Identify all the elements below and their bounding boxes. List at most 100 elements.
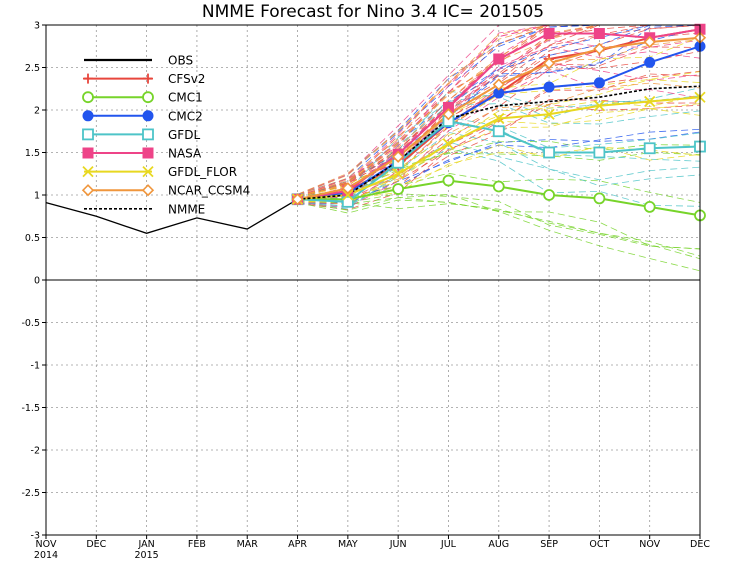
data-point-gfdl-flor xyxy=(442,138,455,150)
legend-marker-gfdl-flor xyxy=(142,165,154,178)
x-axis-ticks: NOV DEC JAN FEB MAR APR MAY JUN JUL AUG SEP OCT NOV D… xyxy=(34,535,710,561)
data-point-nasa xyxy=(593,28,605,39)
data-point-ncar-ccsm4 xyxy=(291,193,304,206)
legend-label-gfdl: GFDL xyxy=(168,128,200,142)
data-point-cmc1 xyxy=(392,183,405,195)
ensemble-line-gfdl_flor xyxy=(297,94,701,203)
legend-label-obs: OBS xyxy=(168,54,193,68)
x-year-label: 2014 xyxy=(34,550,58,561)
legend-marker-nasa xyxy=(82,147,94,159)
y-tick-label: -0.5 xyxy=(21,318,40,329)
x-tick-label: SEP xyxy=(540,539,558,550)
y-tick-label: -1.5 xyxy=(21,403,40,414)
data-point-gfdl-flor xyxy=(543,108,555,120)
y-tick-label: 0 xyxy=(34,276,40,287)
data-point-cmc1 xyxy=(442,174,455,187)
ensemble-line-gfdl xyxy=(297,141,701,210)
y-tick-label: -2 xyxy=(31,446,40,457)
data-point-gfdl-flor xyxy=(593,100,606,112)
data-point-cmc1 xyxy=(643,200,656,213)
data-point-cmc2 xyxy=(543,81,555,93)
legend-label-ncar-ccsm4: NCAR_CCSM4 xyxy=(168,184,250,198)
legend-marker-cmc1 xyxy=(82,91,94,104)
x-tick-label: FEB xyxy=(188,539,206,550)
ensemble-line-cmc1 xyxy=(297,193,701,250)
series-line-obs xyxy=(45,198,298,234)
data-point-cmc1 xyxy=(543,189,555,201)
legend-label-cfsv2: CFSv2 xyxy=(168,72,205,86)
legend-marker-cmc2 xyxy=(82,110,94,122)
x-tick-label: APR xyxy=(288,539,307,550)
data-point-gfdl xyxy=(492,125,505,138)
data-point-nasa xyxy=(493,53,505,65)
y-tick-label: -2.5 xyxy=(21,488,40,499)
data-point-cmc2 xyxy=(644,56,656,68)
series-line-nmme xyxy=(297,85,701,201)
legend-marker-gfdl-flor xyxy=(82,165,94,178)
y-tick-label: -1 xyxy=(31,361,40,372)
legend-label-gfdl-flor: GFDL_FLOR xyxy=(168,165,237,179)
chart-title: NMME Forecast for Nino 3.4 IC= 201505 xyxy=(202,2,544,22)
ensemble-line-nasa xyxy=(297,70,701,208)
legend-marker-nasa xyxy=(142,147,154,159)
ensemble-line-cmc1 xyxy=(297,193,701,250)
ensemble-line-gfdl xyxy=(297,117,701,199)
x-tick-label: JUL xyxy=(440,539,457,550)
data-point-ncar-ccsm4 xyxy=(492,78,505,91)
legend-marker-ncar-ccsm4 xyxy=(81,184,95,197)
x-tick-label: DEC xyxy=(86,539,106,550)
legend-marker-ncar-ccsm4 xyxy=(141,184,155,197)
ensemble-line-cmc1 xyxy=(297,197,701,260)
x-tick-label: MAY xyxy=(338,539,358,550)
data-point-gfdl xyxy=(543,146,555,159)
data-point-ncar-ccsm4 xyxy=(593,42,606,55)
data-point-gfdl-flor xyxy=(493,112,505,125)
x-tick-label: MAR xyxy=(237,539,259,550)
data-point-gfdl xyxy=(593,146,606,159)
data-point-ncar-ccsm4 xyxy=(392,150,405,163)
ensemble-line-ncar_ccsm4 xyxy=(297,24,700,196)
ensemble-line-gfdl xyxy=(297,103,701,203)
data-point-ncar-ccsm4 xyxy=(341,182,354,195)
x-tick-label: JAN xyxy=(137,539,154,550)
data-point-cmc1 xyxy=(593,192,606,205)
legend-marker-cmc1 xyxy=(142,91,154,104)
data-point-gfdl-flor xyxy=(342,189,354,201)
legend-label-nasa: NASA xyxy=(168,147,202,161)
legend-marker-gfdl xyxy=(82,128,94,141)
series-markers xyxy=(291,23,707,222)
data-point-ncar-ccsm4 xyxy=(442,108,455,121)
data-point-gfdl xyxy=(341,195,354,208)
y-tick-label: -3 xyxy=(31,531,40,542)
data-point-nasa xyxy=(543,28,555,39)
x-tick-label: OCT xyxy=(589,539,609,550)
data-point-gfdl xyxy=(643,142,656,155)
data-point-ncar-ccsm4 xyxy=(643,35,656,49)
legend: OBS CFSv2 CMC1 CMC2 GFDL NASA GFDL_FLOR NCAR_CC… xyxy=(81,54,250,216)
x-year-label: 2015 xyxy=(135,550,159,561)
y-axis-ticks: 3 2.5 2 1.5 1 0.5 0 -0.5 -1 -1.5 -2 -2.5 -3 xyxy=(21,21,46,542)
ensemble-line-ncar_ccsm4 xyxy=(297,24,700,196)
legend-marker-gfdl xyxy=(142,128,154,141)
legend-label-nmme: NMME xyxy=(168,202,205,216)
x-tick-label: NOV xyxy=(36,539,57,550)
data-point-gfdl-flor xyxy=(392,168,404,180)
ensemble-line-ncar_ccsm4 xyxy=(297,24,700,195)
x-tick-label: JUN xyxy=(389,539,407,550)
legend-marker-cmc2 xyxy=(142,110,154,122)
y-tick-label: 3 xyxy=(34,21,40,32)
legend-label-cmc1: CMC1 xyxy=(168,91,203,105)
y-tick-label: 0.5 xyxy=(25,233,40,244)
x-tick-label: AUG xyxy=(488,539,509,550)
x-tick-label: DEC xyxy=(690,539,710,550)
y-tick-label: 1.5 xyxy=(25,148,40,159)
legend-label-cmc2: CMC2 xyxy=(168,109,203,123)
y-tick-label: 2 xyxy=(34,106,40,117)
ensemble-line-gfdl xyxy=(297,131,701,207)
ensemble-line-cmc1 xyxy=(297,201,701,257)
data-point-cmc2 xyxy=(593,77,605,89)
data-point-gfdl-flor xyxy=(644,95,656,108)
y-tick-label: 1 xyxy=(34,191,40,202)
ensemble-line-cfsv2 xyxy=(297,50,701,202)
